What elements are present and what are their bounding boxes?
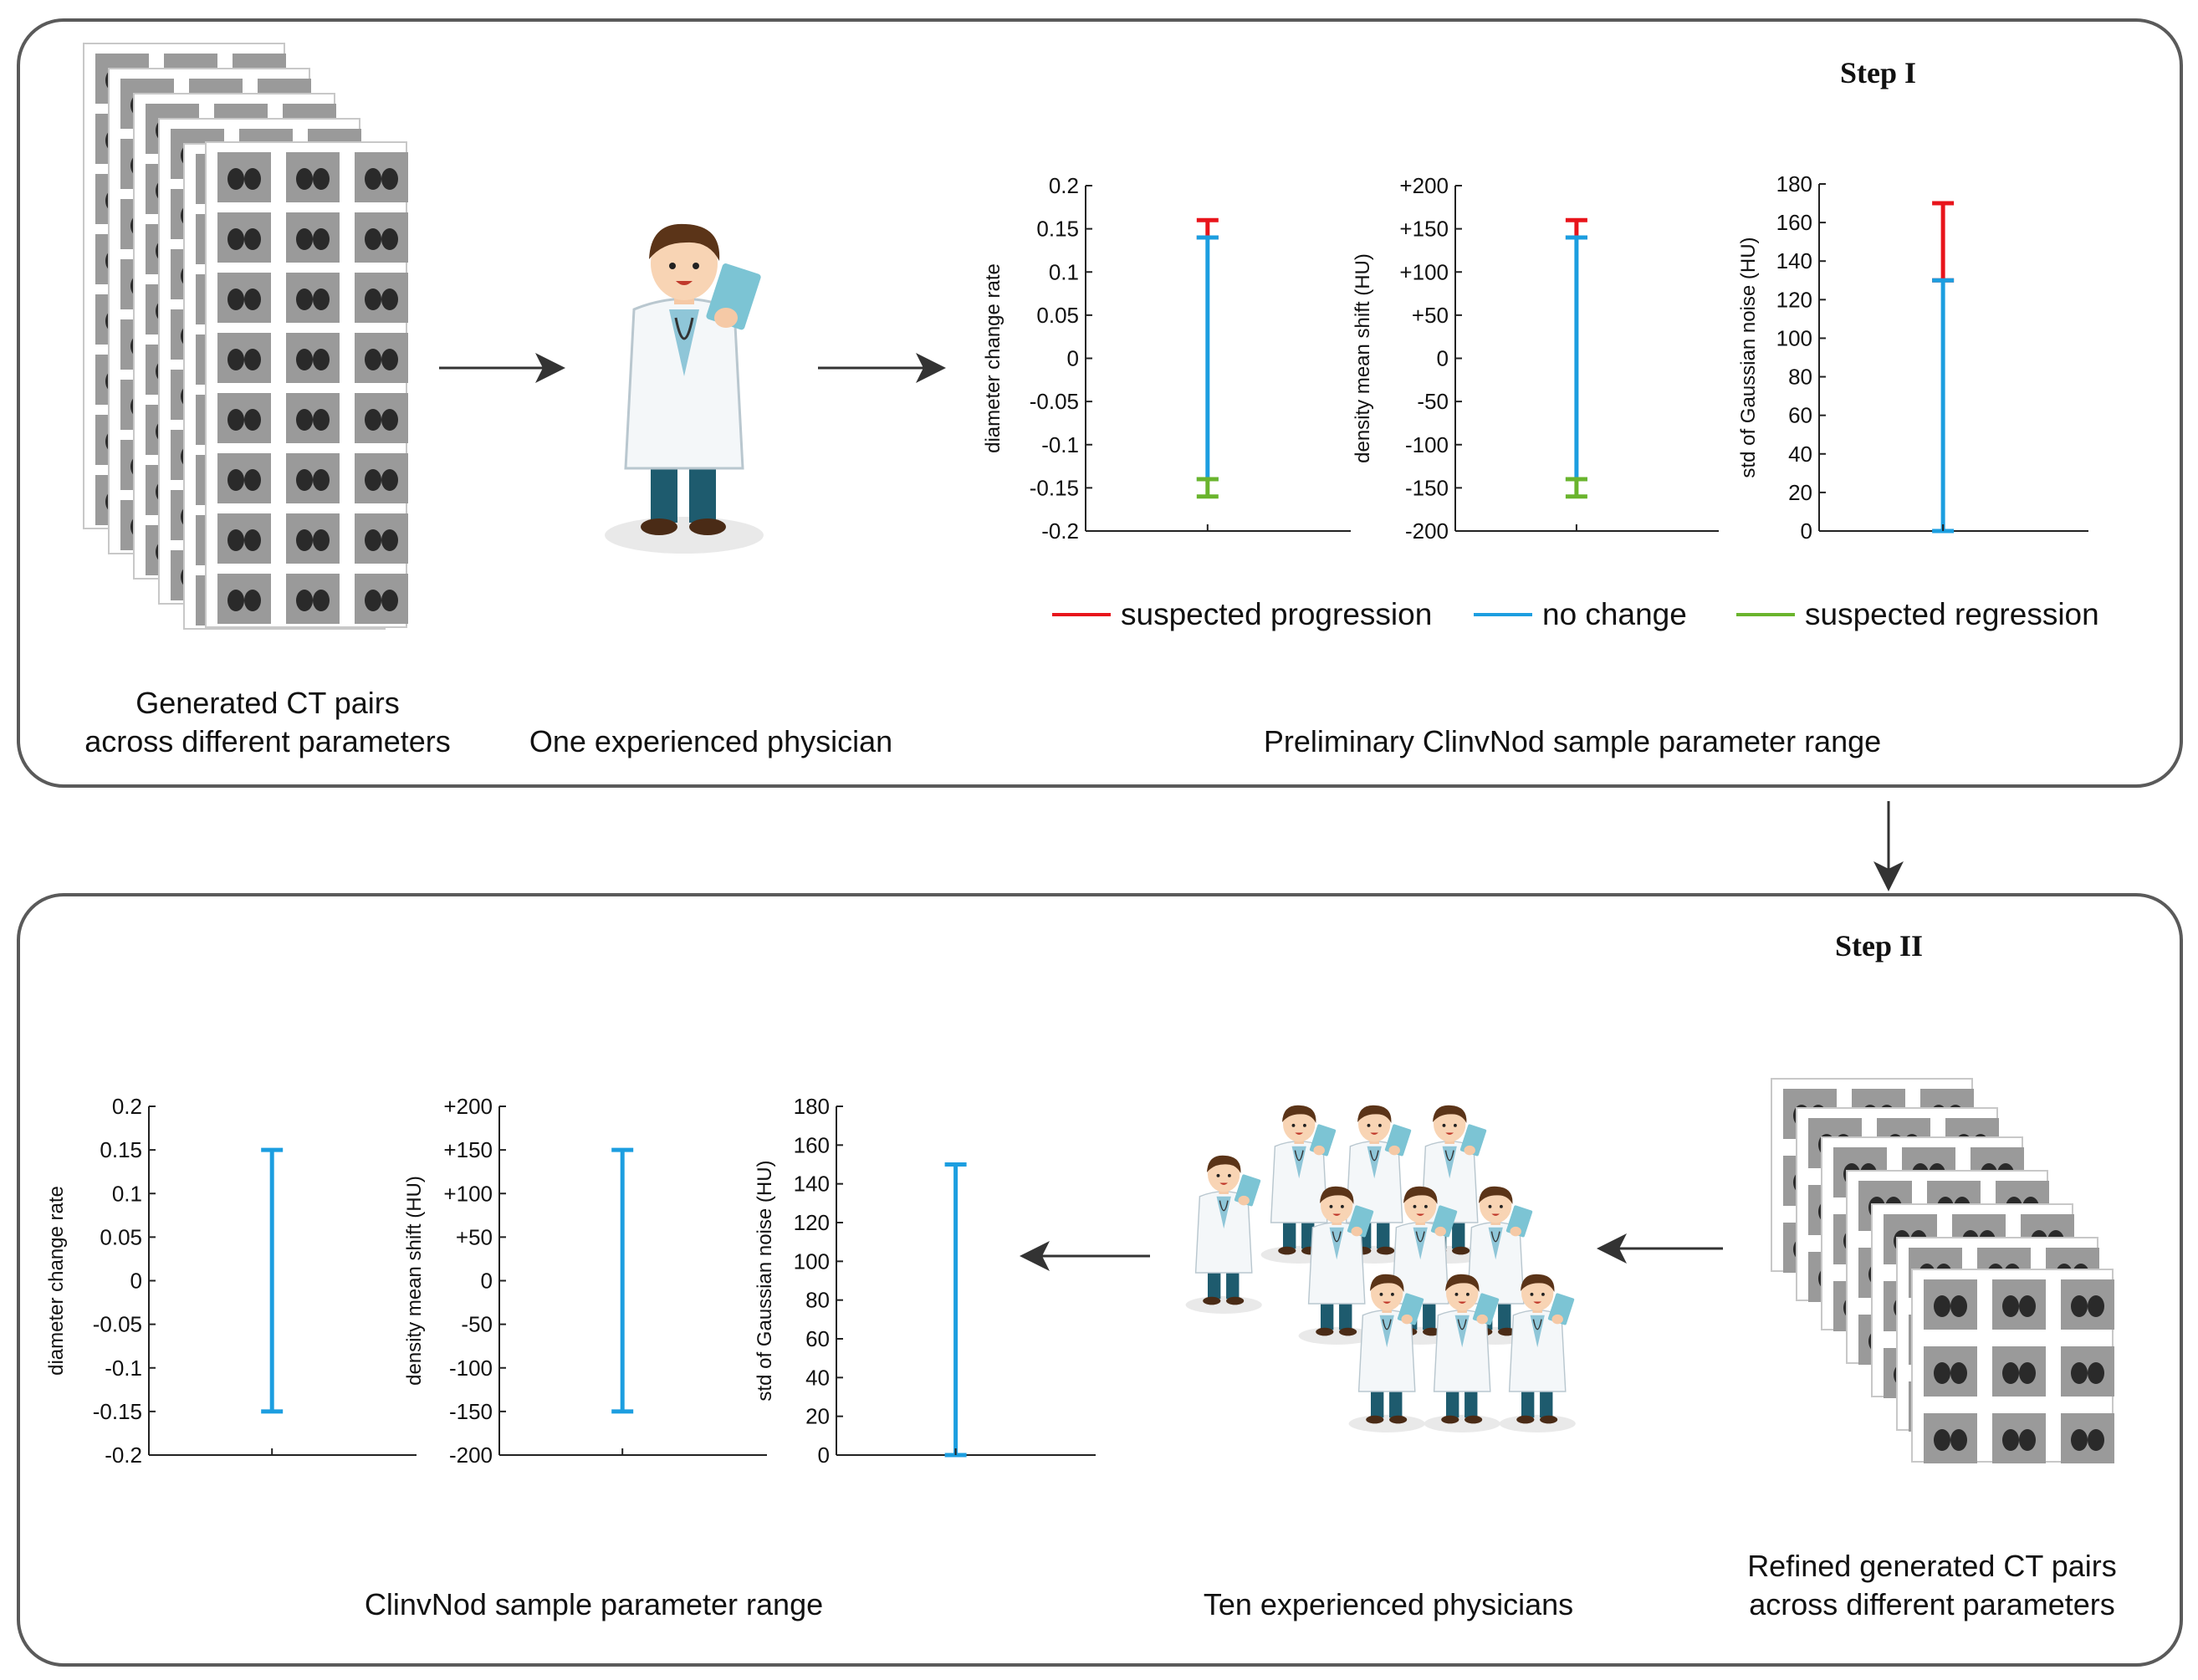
- legend-regression-swatch: [1736, 613, 1795, 616]
- y-tick-label: 0: [1437, 346, 1449, 371]
- y-tick-label: 140: [1776, 248, 1812, 273]
- y-tick-label: -0.1: [1041, 432, 1079, 457]
- y-axis-label: density mean shift (HU): [403, 1176, 426, 1386]
- y-axis-label: diameter change rate: [45, 1186, 68, 1376]
- y-tick-label: -100: [1405, 432, 1449, 457]
- y-tick-label: -0.05: [1030, 389, 1079, 414]
- refined-ct-caption-line1: Refined generated CT pairs: [1747, 1549, 2117, 1583]
- y-tick-label: 0.2: [112, 1094, 142, 1119]
- y-tick-label: 0.1: [1049, 259, 1079, 284]
- y-tick-label: 180: [1776, 171, 1812, 197]
- y-tick-label: +150: [443, 1137, 493, 1162]
- y-tick-label: -200: [449, 1443, 493, 1468]
- y-tick-label: +100: [1399, 259, 1449, 284]
- y-tick-label: -0.1: [105, 1356, 142, 1381]
- y-tick-label: 40: [805, 1365, 830, 1390]
- y-tick-label: 20: [805, 1404, 830, 1429]
- y-tick-label: -0.15: [1030, 475, 1079, 500]
- refined-ct-caption: Refined generated CT pairs across differ…: [1706, 1547, 2158, 1624]
- y-tick-label: -0.15: [93, 1399, 142, 1424]
- y-tick-label: +100: [443, 1181, 493, 1206]
- y-tick-label: -0.05: [93, 1312, 142, 1337]
- step1-title: Step I: [1840, 56, 1917, 89]
- y-tick-label: 20: [1788, 480, 1812, 505]
- y-tick-label: 0: [1801, 518, 1812, 544]
- y-axis-label: std of Gaussian noise (HU): [1737, 237, 1760, 477]
- y-tick-label: -0.2: [1041, 518, 1079, 544]
- y-tick-label: 160: [1776, 210, 1812, 235]
- y-tick-label: +150: [1399, 217, 1449, 242]
- y-tick-label: 120: [794, 1210, 830, 1235]
- y-tick-label: 80: [1788, 365, 1812, 390]
- final-range-caption: ClinvNod sample parameter range: [364, 1587, 824, 1621]
- y-tick-label: 140: [794, 1172, 830, 1197]
- y-tick-label: 0.2: [1049, 173, 1079, 198]
- legend-progression: suspected progression: [1052, 597, 1432, 632]
- legend-regression-label: suspected regression: [1805, 597, 2099, 631]
- y-tick-label: 0.15: [100, 1137, 142, 1162]
- legend-no-change-label: no change: [1542, 597, 1687, 631]
- y-tick-label: 180: [794, 1094, 830, 1119]
- y-tick-label: +50: [1412, 303, 1449, 328]
- y-tick-label: 0.1: [112, 1181, 142, 1206]
- y-tick-label: 60: [1788, 403, 1812, 428]
- y-tick-label: 100: [794, 1249, 830, 1274]
- y-tick-label: 120: [1776, 287, 1812, 312]
- range-caption: Preliminary ClinvNod sample parameter ra…: [1263, 724, 1882, 758]
- y-tick-label: +200: [1399, 173, 1449, 198]
- y-tick-label: 0.05: [100, 1224, 142, 1249]
- y-tick-label: 160: [794, 1132, 830, 1157]
- y-tick-label: -0.2: [105, 1443, 142, 1468]
- y-tick-label: 0: [818, 1443, 830, 1468]
- y-tick-label: +200: [443, 1094, 493, 1119]
- y-tick-label: 0.15: [1036, 217, 1079, 242]
- y-tick-label: -100: [449, 1356, 493, 1381]
- legend-no-change: no change: [1474, 597, 1687, 632]
- y-axis-label: diameter change rate: [982, 263, 1004, 453]
- y-tick-label: -150: [449, 1399, 493, 1424]
- ct-caption-line2: across different parameters: [84, 724, 451, 758]
- legend-no-change-swatch: [1474, 613, 1532, 616]
- physician-caption: One experienced physician: [529, 724, 893, 758]
- y-tick-label: 0.05: [1036, 303, 1079, 328]
- refined-ct-caption-line2: across different parameters: [1749, 1587, 2115, 1621]
- y-tick-label: -150: [1405, 475, 1449, 500]
- step2-title: Step II: [1835, 929, 1924, 963]
- y-tick-label: 0: [481, 1269, 493, 1294]
- y-tick-label: -50: [461, 1312, 493, 1337]
- y-tick-label: 0: [130, 1269, 142, 1294]
- y-axis-label: density mean shift (HU): [1352, 253, 1374, 463]
- y-tick-label: 100: [1776, 325, 1812, 350]
- physicians-caption: Ten experienced physicians: [1203, 1587, 1574, 1621]
- y-axis-label: std of Gaussian noise (HU): [754, 1160, 776, 1401]
- y-tick-label: +50: [456, 1224, 493, 1249]
- legend-progression-label: suspected progression: [1121, 597, 1433, 631]
- y-tick-label: 80: [805, 1288, 830, 1313]
- y-tick-label: 40: [1788, 442, 1812, 467]
- ct-caption-line1: Generated CT pairs: [135, 686, 400, 720]
- ct-caption: Generated CT pairs across different para…: [59, 684, 477, 761]
- legend-regression: suspected regression: [1736, 597, 2099, 632]
- y-tick-label: 60: [805, 1326, 830, 1351]
- legend-progression-swatch: [1052, 613, 1111, 616]
- y-tick-label: -200: [1405, 518, 1449, 544]
- y-tick-label: -50: [1417, 389, 1449, 414]
- y-tick-label: 0: [1067, 346, 1079, 371]
